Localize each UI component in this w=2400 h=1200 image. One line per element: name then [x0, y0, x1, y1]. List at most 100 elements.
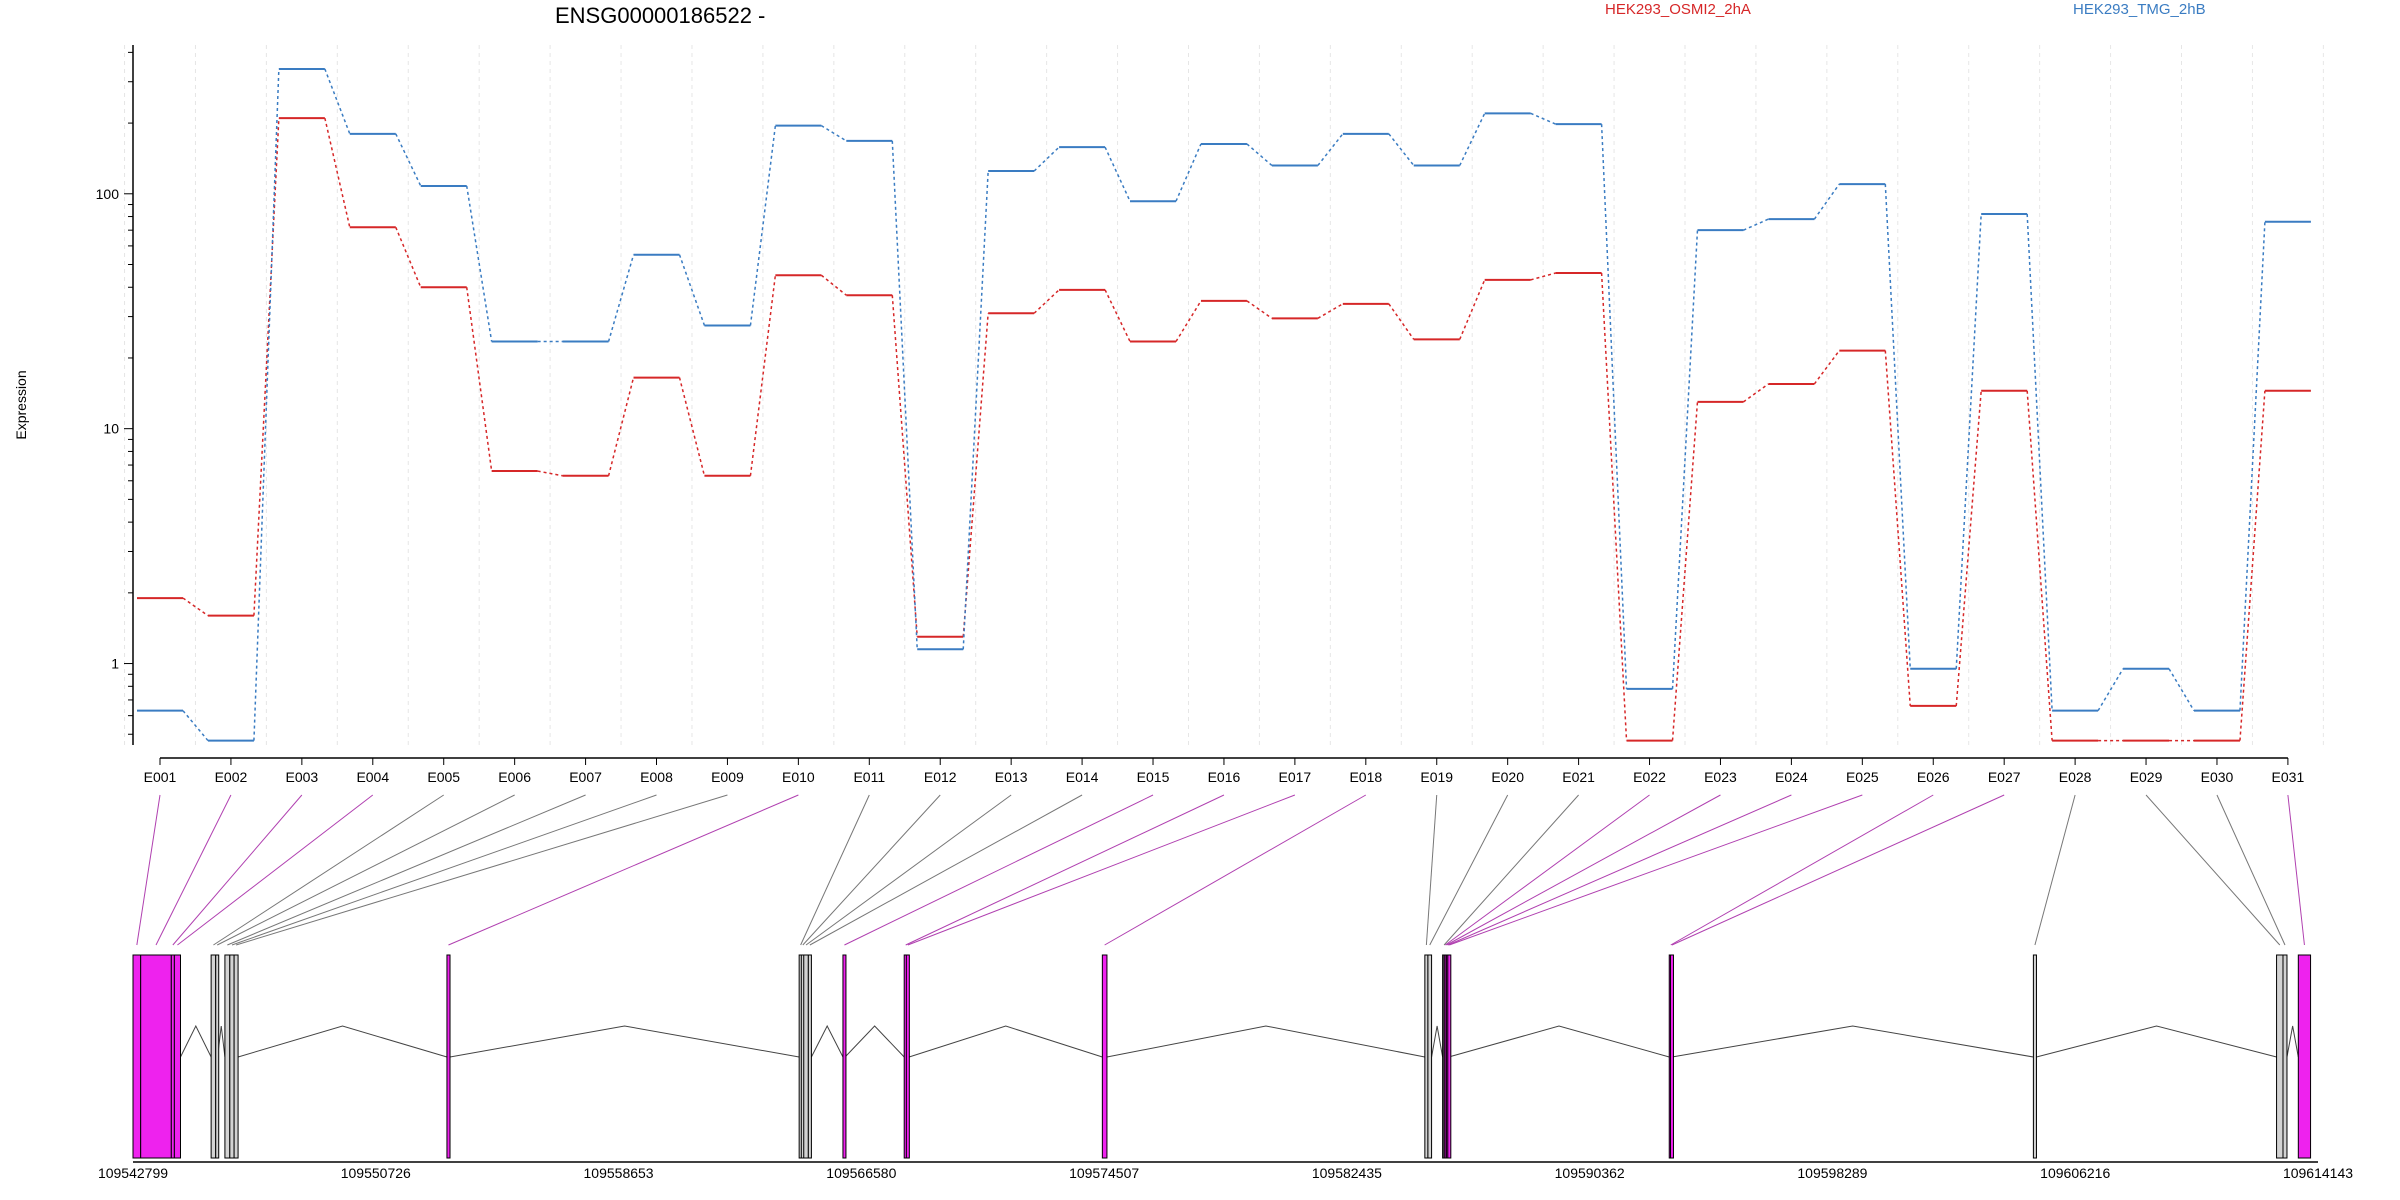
series-connector: [678, 377, 706, 476]
x-tick-label-e018: E018: [1349, 769, 1382, 785]
exon-e004: [173, 954, 182, 1159]
exon-connector-e015: [844, 794, 1154, 946]
y-tick-label: 1: [111, 656, 119, 672]
x-tick-label-e026: E026: [1917, 769, 1950, 785]
genomic-coordinate-label: 109598289: [1797, 1165, 1867, 1181]
series-connector: [1743, 383, 1769, 403]
exon-e020: [1427, 954, 1433, 1159]
exon-e008: [229, 954, 235, 1159]
exon-connector-e022: [1445, 794, 1650, 946]
legend-entry-osmi2: HEK293_OSMI2_2hA: [1605, 1, 1751, 18]
series-connector: [2168, 668, 2195, 712]
exon-e005: [210, 954, 217, 1159]
y-tick-label: 100: [96, 186, 120, 202]
intron-line: [237, 1025, 448, 1058]
series-lines: [137, 67, 2311, 742]
series-connector: [2026, 213, 2053, 711]
x-tick-label-e025: E025: [1846, 769, 1879, 785]
exon-connector-e023: [1446, 794, 1721, 946]
series-connector: [1104, 146, 1131, 202]
intron-line: [180, 1024, 212, 1058]
axes: 1 10 100 E001 E002 E003 E004 E005 E006 E007 E008 E0…: [96, 45, 2305, 785]
intron-line: [1106, 1025, 1425, 1058]
intron-line: [449, 1025, 800, 1058]
exon-e015: [842, 954, 847, 1159]
exon-connector-e028: [2034, 794, 2076, 946]
genomic-coordinate-label: 109566580: [826, 1165, 896, 1181]
x-tick-label-e016: E016: [1208, 769, 1241, 785]
exon-connector-e021: [1443, 794, 1579, 946]
x-tick-label-e031: E031: [2272, 769, 2305, 785]
exon-connector-e014: [809, 794, 1083, 946]
x-tick-label-e007: E007: [569, 769, 602, 785]
series-connector: [2026, 390, 2053, 741]
series-connector: [253, 68, 280, 741]
genomic-coordinate-label: 109606216: [2040, 1165, 2110, 1181]
y-axis-label: Expression: [13, 370, 29, 439]
x-tick-label-e008: E008: [640, 769, 673, 785]
exon-connector-e020: [1429, 794, 1509, 946]
x-tick-label-e001: E001: [144, 769, 177, 785]
exon-connector-e007: [227, 794, 586, 946]
intron-line: [2286, 1025, 2299, 1058]
x-tick-label-e005: E005: [427, 769, 460, 785]
series-connector: [891, 140, 918, 650]
exon-connector-e009: [235, 794, 728, 946]
exon-connector-e013: [805, 794, 1012, 946]
exon-connector-e031: [2287, 794, 2305, 946]
exon-connector-e017: [907, 794, 1296, 946]
gene-model-track: 109542799 109550726 109558653 109566580 1095…: [98, 954, 2353, 1181]
series-connector: [1317, 133, 1344, 166]
series-connector: [182, 597, 209, 617]
x-tick-label-e011: E011: [853, 769, 885, 785]
series-connector: [2097, 668, 2124, 712]
series-connector: [962, 170, 989, 650]
genomic-coordinate-label: 109574507: [1069, 1165, 1139, 1181]
x-tick-label-e014: E014: [1066, 769, 1099, 785]
exon-connector-e010: [448, 794, 799, 946]
exon-e028: [2032, 954, 2037, 1159]
series-connector: [253, 118, 280, 616]
series-connector: [1388, 303, 1415, 340]
series-tmg: [137, 67, 2311, 742]
legend-entry-tmg: HEK293_TMG_2hB: [2073, 1, 2206, 18]
series-connector: [1743, 218, 1769, 231]
exon-e029: [2276, 954, 2284, 1159]
series-connector: [1813, 350, 1840, 385]
x-tick-label-e003: E003: [286, 769, 319, 785]
exon-e013: [803, 954, 809, 1159]
series-connector: [1530, 112, 1556, 125]
x-tick-label-e028: E028: [2059, 769, 2092, 785]
series-connector: [607, 377, 635, 476]
x-tick-label-e017: E017: [1279, 769, 1312, 785]
genomic-coordinate-label: 109550726: [341, 1165, 411, 1181]
x-tick-label-e002: E002: [215, 769, 248, 785]
exon-connector-e026: [1670, 794, 1934, 946]
series-connector: [1671, 230, 1699, 689]
series-connector: [1884, 350, 1911, 706]
chart-title: ENSG00000186522 -: [555, 3, 765, 28]
series-connector: [1246, 143, 1273, 167]
series-connector: [465, 185, 493, 342]
series-connector: [395, 133, 422, 187]
exon-connector-e012: [802, 794, 941, 946]
series-connector: [1388, 133, 1415, 166]
series-connector: [678, 254, 706, 326]
series-connector: [1246, 300, 1273, 319]
exon-e007: [224, 954, 231, 1159]
x-tick-label-e019: E019: [1420, 769, 1453, 785]
x-tick-label-e027: E027: [1988, 769, 2021, 785]
exon-e014: [807, 954, 812, 1159]
genomic-coordinate-label: 109590362: [1555, 1165, 1625, 1181]
exon-e006: [215, 954, 220, 1159]
exon-e030: [2282, 954, 2288, 1159]
series-connector: [1813, 183, 1840, 220]
exon-connector-e016: [905, 794, 1225, 946]
exon-connector-e008: [231, 794, 657, 946]
series-connector: [395, 227, 422, 288]
series-connector: [1600, 272, 1628, 741]
exon-e002: [140, 954, 172, 1159]
genomic-coordinate-label: 109558653: [584, 1165, 654, 1181]
exon-e001: [132, 954, 142, 1159]
intron-line: [1431, 1025, 1444, 1058]
